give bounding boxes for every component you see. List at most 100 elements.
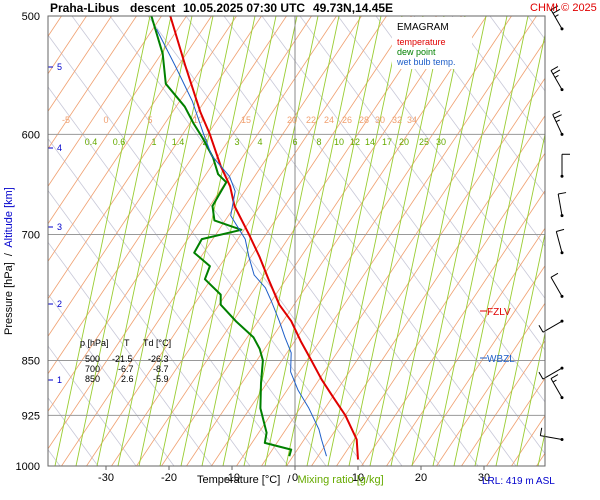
wind-barb-half-flag xyxy=(554,14,559,18)
wind-barb-station xyxy=(560,319,564,323)
wind-barb xyxy=(550,5,564,31)
level-table: p [hPa] T Td [°C] 500 -21.5 -26.3 700 -6… xyxy=(80,338,171,384)
isotherm-line xyxy=(111,16,412,466)
mixing-ratio-line xyxy=(159,16,256,466)
wind-barb xyxy=(538,366,564,380)
svg-text:Pressure [hPa] / A: Pressure [hPa] / Altitude [km] xyxy=(3,187,15,335)
lrl-label: LRL: 419 m ASL xyxy=(482,476,555,487)
mixing-ratio-label: 14 xyxy=(365,137,375,147)
wind-barb-flag xyxy=(552,110,561,115)
table-cell: -21.5 xyxy=(112,354,133,364)
isotherm-line xyxy=(411,265,545,466)
wind-barb-flag xyxy=(554,114,562,119)
legend-temperature: temperature xyxy=(397,37,446,47)
isotherm-label: 30 xyxy=(375,115,385,125)
altitude-tick-label: 1 xyxy=(57,375,62,385)
dry-adiabat-line xyxy=(299,16,545,351)
wind-barb-shaft xyxy=(550,9,563,30)
table-header-td: Td [°C] xyxy=(143,338,171,348)
wbzl-marker: WBZL xyxy=(480,354,515,365)
isotherm-line xyxy=(286,77,545,466)
wind-barb xyxy=(539,427,564,441)
wind-barb-half-flag xyxy=(554,75,559,78)
temperature-tick-label: 0 xyxy=(292,472,298,484)
wind-barb-station xyxy=(560,396,564,400)
y-axis-title: Pressure [hPa] / Altitude [km] xyxy=(3,187,15,335)
mixing-ratio-line xyxy=(495,231,545,466)
isotherm-line xyxy=(48,16,312,412)
wind-barb xyxy=(552,110,564,136)
wind-barb xyxy=(560,153,570,178)
wind-barb-flag xyxy=(538,324,544,333)
wind-barb xyxy=(555,228,565,255)
mixing-ratio-label: 30 xyxy=(436,137,446,147)
wind-barb-flag xyxy=(552,8,561,14)
wind-barb-station xyxy=(560,132,564,136)
wind-barb xyxy=(550,272,564,298)
isotherm-label: 26 xyxy=(342,115,352,125)
isotherm-label: 24 xyxy=(324,115,334,125)
isotherm-label: 20 xyxy=(287,115,297,125)
isotherm-line xyxy=(61,16,362,466)
station-name: Praha-Libus xyxy=(50,1,120,15)
mixing-ratio-line xyxy=(75,16,172,466)
wind-barb-flag xyxy=(550,5,559,11)
x-axis-title: Temperature [°C] / Mixing ratio [g/kg] xyxy=(197,474,384,486)
isotherm-line xyxy=(336,152,545,466)
series-temperature-line xyxy=(169,16,359,460)
altitude-tick-label: 4 xyxy=(57,143,62,153)
table-cell: -26.3 xyxy=(148,354,169,364)
pressure-tick-label: 1000 xyxy=(16,461,40,473)
mixing-ratio-label: 20 xyxy=(399,137,409,147)
dry-adiabat-line xyxy=(375,16,545,248)
dry-adiabat-line xyxy=(48,241,213,466)
dry-adiabat-line xyxy=(48,345,137,466)
dry-adiabat-line xyxy=(451,16,545,144)
legend-dewpoint: dew point xyxy=(397,47,436,57)
wind-barb-flag xyxy=(550,374,559,379)
pressure-tick-label: 700 xyxy=(22,229,40,241)
mixing-ratio-line xyxy=(432,16,529,466)
mixing-ratio-label: 6 xyxy=(292,137,297,147)
mixing-ratio-label: 0.6 xyxy=(113,137,126,147)
wind-barbs xyxy=(538,5,570,441)
isotherm-line xyxy=(48,16,137,150)
table-cell: 2.6 xyxy=(121,374,134,384)
altitude-tick-label: 2 xyxy=(57,299,62,309)
isotherm-label: 10 xyxy=(193,115,203,125)
isotherm-line xyxy=(48,16,237,300)
wind-barb-flag xyxy=(539,427,543,436)
dry-adiabat-line xyxy=(413,16,545,196)
dry-adiabat-line xyxy=(48,34,365,466)
altitude-tick-label: 3 xyxy=(57,222,62,232)
isotherm-line xyxy=(361,190,545,466)
table-cell: 500 xyxy=(85,354,100,364)
legend-box xyxy=(392,17,472,69)
wind-barb-shaft xyxy=(540,435,563,440)
isotherm-line xyxy=(436,302,545,466)
wind-barb-shaft xyxy=(542,320,563,333)
wind-barb-station xyxy=(560,437,564,441)
wind-barb-shaft xyxy=(550,70,563,90)
pressure-axis-label: Pressure [hPa] xyxy=(3,262,15,335)
copyright-label: CHMI © 2025 xyxy=(530,2,597,14)
altitude-axis-label: Altitude [km] xyxy=(3,187,15,248)
isotherm-line xyxy=(86,16,387,466)
isotherm-line xyxy=(161,16,462,466)
pressure-tick-label: 500 xyxy=(22,11,40,23)
table-cell: -5.9 xyxy=(153,374,169,384)
plot-frame xyxy=(47,15,546,467)
legend-title: EMAGRAM xyxy=(397,22,449,33)
dry-adiabat-line xyxy=(337,16,545,299)
table-cell: 850 xyxy=(85,374,100,384)
wind-barb xyxy=(550,66,564,92)
fzlv-marker: FZLV xyxy=(480,307,511,318)
mixing-ratio-label: 8 xyxy=(316,137,321,147)
mixing-ratio-label: 17 xyxy=(382,137,392,147)
mixing-ratio-line xyxy=(201,16,298,466)
mixing-ratio-label: 1.4 xyxy=(172,137,185,147)
wind-barb-shaft xyxy=(557,193,563,216)
mixing-ratio-line xyxy=(327,16,424,466)
